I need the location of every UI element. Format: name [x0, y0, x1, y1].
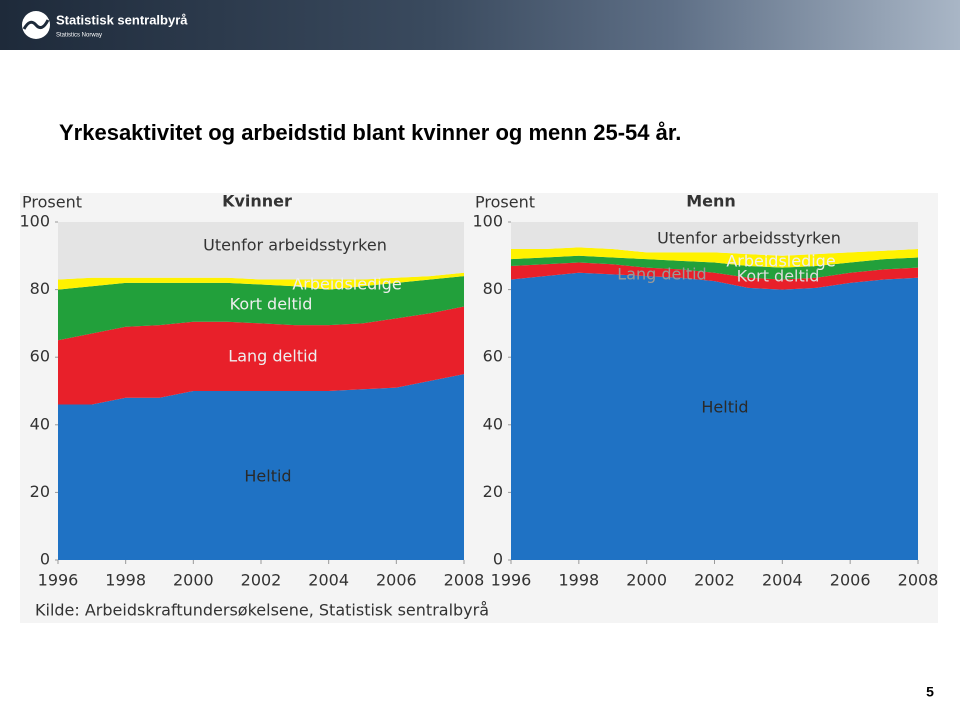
- area: [511, 262, 918, 290]
- area: [58, 374, 464, 560]
- page-number: 5: [926, 684, 934, 700]
- source: Kilde: Arbeidskraftundersøkelsene, Stati…: [35, 601, 489, 620]
- y-tick-label: 0: [493, 550, 503, 569]
- y-tick-label: 60: [30, 347, 50, 366]
- y-tick-label: 80: [30, 279, 50, 298]
- logo-wave: [22, 19, 50, 30]
- chart-title: Kvinner: [222, 192, 292, 211]
- area-label: Arbeidsledige: [292, 275, 401, 294]
- y-tick-label: 40: [30, 414, 50, 433]
- slide-title: Yrkesaktivitet og arbeidstid blant kvinn…: [59, 120, 681, 145]
- area-label: Utenfor arbeidsstyrken: [657, 229, 841, 248]
- area: [58, 276, 464, 341]
- y-tick-label: 100: [472, 212, 503, 231]
- area-label: Heltid: [244, 467, 291, 486]
- area-label: Lang deltid: [228, 347, 317, 366]
- logo-name: Statistisk sentralbyrå: [56, 12, 188, 27]
- y-tick-label: 60: [483, 347, 503, 366]
- x-tick-label: 2008: [898, 571, 939, 590]
- header-band: [0, 0, 960, 50]
- y-tick-label: 20: [30, 482, 50, 501]
- x-tick-label: 2000: [626, 571, 667, 590]
- y-tick-label: 100: [19, 212, 50, 231]
- area: [58, 306, 464, 405]
- area-label: Heltid: [701, 398, 748, 417]
- charts: Prosent Kvinner Heltid Lang deltid Kort delt…: [19, 192, 938, 590]
- x-tick-label: 2006: [376, 571, 417, 590]
- x-tick-label: 1996: [38, 571, 79, 590]
- logo-sub: Statistics Norway: [56, 33, 102, 39]
- x-tick-label: 2004: [308, 571, 349, 590]
- y-axis-label: Prosent: [475, 193, 535, 212]
- x-tick-label: 2004: [762, 571, 803, 590]
- x-tick-label: 2006: [830, 571, 871, 590]
- x-tick-label: 1996: [491, 571, 532, 590]
- x-tick-label: 2008: [444, 571, 485, 590]
- area: [58, 272, 464, 290]
- area-label: Utenfor arbeidsstyrken: [203, 236, 387, 255]
- x-tick-label: 2002: [694, 571, 735, 590]
- area: [511, 272, 918, 560]
- x-tick-label: 2000: [173, 571, 214, 590]
- area: [58, 222, 464, 280]
- x-tick-label: 1998: [105, 571, 146, 590]
- area: [511, 222, 918, 256]
- y-axis-label: Prosent: [22, 193, 82, 212]
- area: [511, 255, 918, 280]
- y-tick-label: 40: [483, 414, 503, 433]
- x-tick-label: 2002: [241, 571, 282, 590]
- area: [511, 247, 918, 268]
- area-label: Lang deltid: [617, 265, 706, 284]
- x-tick-label: 1998: [558, 571, 599, 590]
- area-label: Kort deltid: [230, 295, 313, 314]
- y-tick-label: 0: [40, 550, 50, 569]
- chart-title: Menn: [686, 192, 736, 211]
- y-tick-label: 80: [483, 279, 503, 298]
- area-label: Kort deltid: [737, 267, 820, 286]
- area-label: Arbeidsledige: [726, 252, 835, 271]
- y-tick-label: 20: [483, 482, 503, 501]
